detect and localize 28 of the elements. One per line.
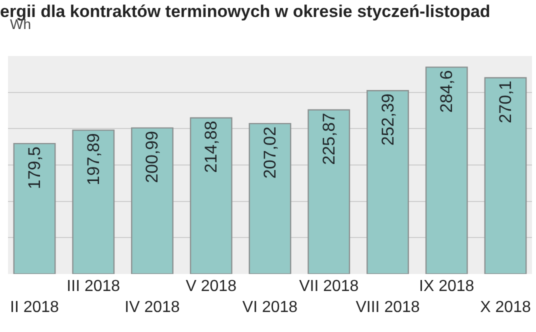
bar — [308, 109, 350, 274]
data-label: 214,88 — [202, 120, 221, 173]
bar — [425, 66, 468, 274]
x-tick-label: IV 2018 — [124, 298, 180, 316]
x-tick-label: III 2018 — [66, 278, 120, 295]
bar — [484, 77, 527, 274]
data-label: 197,89 — [84, 133, 103, 186]
x-tick-label: VII 2018 — [299, 278, 359, 295]
x-tick-label: VI 2018 — [242, 298, 298, 316]
data-label: 200,99 — [142, 130, 162, 183]
data-label: 225,87 — [319, 112, 338, 165]
chart-title: ergii dla kontraktów terminowych w okresie styczeń-listopad — [0, 2, 490, 21]
bar — [366, 90, 409, 274]
x-tick-label: IX 2018 — [419, 278, 474, 295]
data-label: 207,02 — [260, 126, 280, 179]
x-tick-label: V 2018 — [186, 278, 237, 295]
data-label: 179,5 — [24, 146, 44, 190]
x-tick-label: VIII 2018 — [356, 298, 420, 316]
x-tick-label: II 2018 — [10, 298, 60, 316]
data-label: 284,6 — [437, 70, 456, 113]
bar — [13, 142, 56, 274]
data-label: 252,39 — [378, 94, 398, 146]
data-label: 270,1 — [496, 80, 516, 124]
x-tick-label: X 2018 — [480, 298, 531, 316]
bar — [131, 127, 174, 274]
bar — [248, 122, 292, 274]
bar — [190, 117, 232, 274]
bar — [72, 130, 115, 274]
